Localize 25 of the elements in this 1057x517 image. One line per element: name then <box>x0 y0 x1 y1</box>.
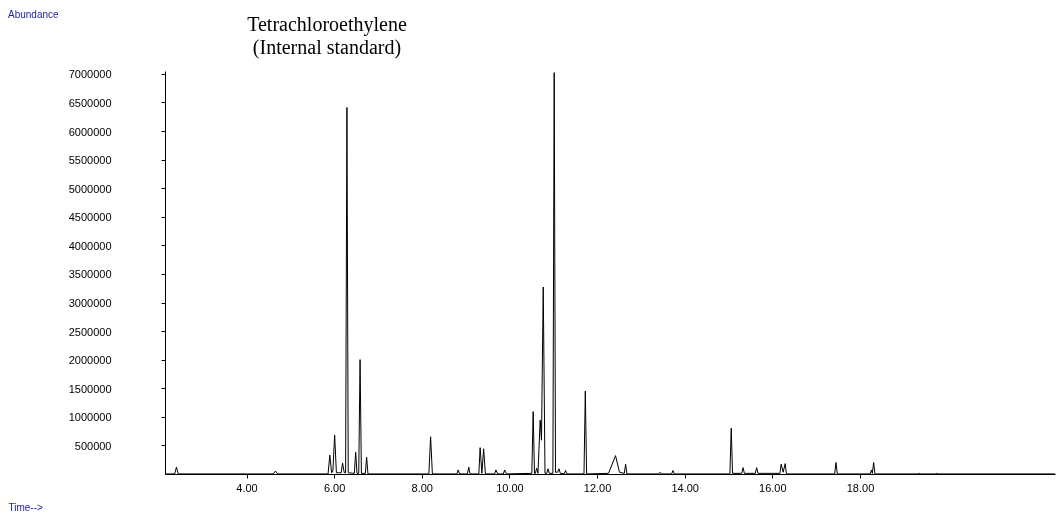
y-tick-label: 6500000 <box>68 96 112 109</box>
x-tick-label: 10.00 <box>496 481 524 494</box>
x-tick-label: 4.00 <box>236 481 258 494</box>
x-tick-label: 12.00 <box>583 481 612 494</box>
y-axis-title: Abundance <box>8 8 59 22</box>
y-tick-label: 500000 <box>74 439 112 452</box>
x-axis-title: Time--> <box>8 501 44 513</box>
y-tick-label: 4500000 <box>68 211 112 224</box>
y-tick-label: 5500000 <box>68 154 112 167</box>
y-tick-label: 4000000 <box>68 239 112 252</box>
x-tick-label: 14.00 <box>671 481 699 494</box>
text: Tetrachloroethylene (Internal standard) <box>246 13 408 59</box>
x-tick-label: 6.00 <box>323 481 346 494</box>
x-tick-label: 16.00 <box>759 481 787 494</box>
y-tick-label: 6000000 <box>68 125 112 138</box>
y-tick-label: 5000000 <box>68 182 112 195</box>
x-tick-label: 8.00 <box>411 481 434 494</box>
y-tick-label: 7000000 <box>68 68 112 81</box>
y-tick-label: 1500000 <box>68 382 112 395</box>
y-tick-label: 2500000 <box>68 325 112 338</box>
y-tick-label: 2000000 <box>68 354 112 367</box>
x-tick-label: 18.00 <box>846 481 875 494</box>
y-tick-label: 3000000 <box>68 297 112 310</box>
y-tick-label: 3500000 <box>68 268 112 281</box>
y-tick-label: 1000000 <box>68 411 112 424</box>
